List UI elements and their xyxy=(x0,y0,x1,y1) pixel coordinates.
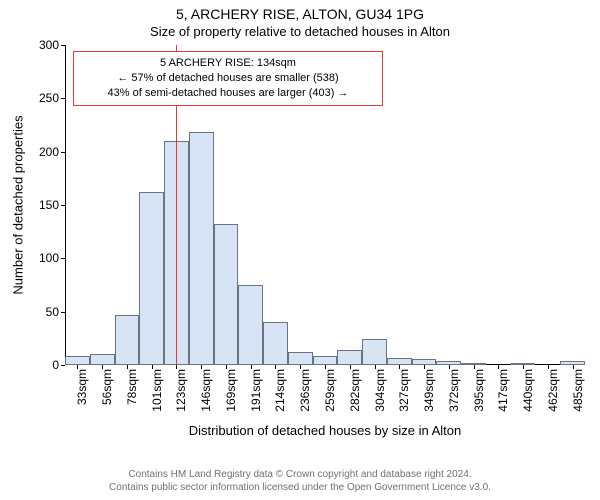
y-tick-label: 150 xyxy=(39,198,65,212)
x-tick-label: 485sqm xyxy=(571,369,585,412)
histogram-bar xyxy=(189,132,214,365)
x-tick-label: 56sqm xyxy=(100,369,114,405)
annotation-line: 5 ARCHERY RISE: 134sqm xyxy=(80,56,376,71)
annotation-box: 5 ARCHERY RISE: 134sqm← 57% of detached … xyxy=(73,51,383,106)
x-tick-label: 395sqm xyxy=(472,369,486,412)
y-tick-label: 300 xyxy=(39,38,65,52)
x-tick-label: 169sqm xyxy=(224,369,238,412)
histogram-bar xyxy=(214,224,239,365)
y-tick-label: 250 xyxy=(39,91,65,105)
x-tick-label: 462sqm xyxy=(546,369,560,412)
histogram-bar xyxy=(263,322,288,365)
histogram-bar xyxy=(313,356,338,365)
y-tick-label: 50 xyxy=(46,305,65,319)
x-tick-label: 417sqm xyxy=(496,369,510,412)
x-tick-label: 349sqm xyxy=(422,369,436,412)
chart-footer: Contains HM Land Registry data © Crown c… xyxy=(0,468,600,494)
x-tick-label: 236sqm xyxy=(298,369,312,412)
histogram-bar xyxy=(461,363,486,365)
x-tick-label: 78sqm xyxy=(125,369,139,405)
histogram-bar xyxy=(560,361,585,365)
x-tick-label: 304sqm xyxy=(373,369,387,412)
histogram-bar xyxy=(65,356,90,365)
histogram-bar xyxy=(90,354,115,365)
x-tick-label: 372sqm xyxy=(447,369,461,412)
x-tick-label: 123sqm xyxy=(174,369,188,412)
histogram-bar xyxy=(288,352,313,365)
histogram-bar xyxy=(387,358,412,365)
x-tick-label: 440sqm xyxy=(521,369,535,412)
annotation-line: 43% of semi-detached houses are larger (… xyxy=(80,86,376,101)
x-tick-label: 101sqm xyxy=(150,369,164,412)
x-tick-label: 327sqm xyxy=(397,369,411,412)
chart-container: 5, ARCHERY RISE, ALTON, GU34 1PG Size of… xyxy=(0,0,600,500)
x-tick-label: 33sqm xyxy=(75,369,89,405)
histogram-bar xyxy=(362,339,387,365)
y-tick-label: 200 xyxy=(39,145,65,159)
x-tick-label: 191sqm xyxy=(249,369,263,412)
histogram-bar xyxy=(337,350,362,365)
x-axis-label: Distribution of detached houses by size … xyxy=(189,423,461,438)
axis-left xyxy=(65,45,66,365)
chart-plot-area: 05010015020025030033sqm56sqm78sqm101sqm1… xyxy=(65,45,585,365)
x-tick-label: 214sqm xyxy=(273,369,287,412)
histogram-bar xyxy=(511,363,536,365)
histogram-bar xyxy=(436,361,461,365)
x-tick-label: 146sqm xyxy=(199,369,213,412)
histogram-bar xyxy=(238,285,263,365)
histogram-bar xyxy=(412,359,437,365)
y-tick-label: 0 xyxy=(52,358,65,372)
x-tick-label: 259sqm xyxy=(323,369,337,412)
footer-line-1: Contains HM Land Registry data © Crown c… xyxy=(0,468,600,481)
histogram-bar xyxy=(139,192,164,365)
y-axis-label: Number of detached properties xyxy=(11,115,26,294)
x-tick-label: 282sqm xyxy=(348,369,362,412)
annotation-line: ← 57% of detached houses are smaller (53… xyxy=(80,71,376,86)
y-tick-label: 100 xyxy=(39,251,65,265)
chart-title: Size of property relative to detached ho… xyxy=(0,24,600,39)
chart-supertitle: 5, ARCHERY RISE, ALTON, GU34 1PG xyxy=(0,6,600,22)
histogram-bar xyxy=(115,315,140,365)
footer-line-2: Contains public sector information licen… xyxy=(0,481,600,494)
